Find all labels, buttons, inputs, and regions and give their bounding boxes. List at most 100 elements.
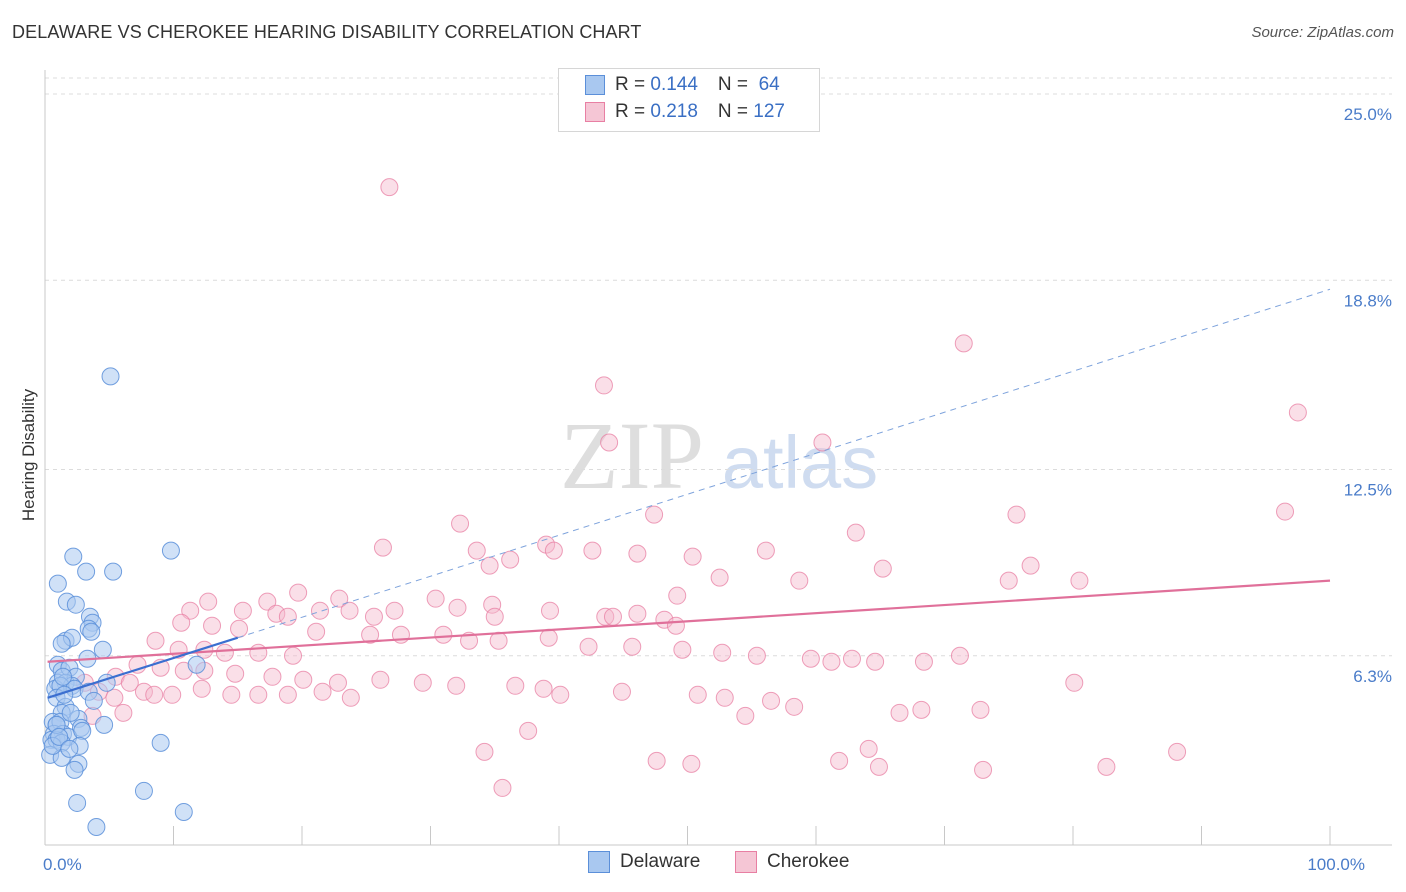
cherokee-point (842, 649, 861, 668)
cherokee-point (579, 637, 598, 656)
cherokee-point (467, 541, 486, 560)
cherokee-point (846, 523, 865, 542)
cherokee-point (1168, 742, 1187, 761)
cherokee-point (628, 604, 647, 623)
cherokee-point (249, 685, 268, 704)
delaware-point (50, 727, 69, 746)
y-axis-label: Hearing Disability (19, 388, 38, 521)
delaware-legend-swatch (588, 851, 610, 873)
delaware-point (151, 733, 170, 752)
delaware-point (66, 595, 85, 614)
delaware-point (93, 640, 112, 659)
cherokee-point (380, 178, 399, 197)
cherokee-point (688, 685, 707, 704)
cherokee-point (447, 676, 466, 695)
cherokee-point (623, 637, 642, 656)
cherokee-point (912, 700, 931, 719)
cherokee-point (434, 625, 453, 644)
cherokee-point (534, 679, 553, 698)
cherokee-point (146, 631, 165, 650)
delaware-point (101, 367, 120, 386)
cherokee-point (974, 760, 993, 779)
cherokee-n-value: 127 (753, 101, 785, 122)
cherokee-point (371, 670, 390, 689)
x-tick-label-0: 0.0% (43, 855, 82, 874)
cherokee-point (373, 538, 392, 557)
delaware-point (104, 562, 123, 581)
cherokee-point (551, 685, 570, 704)
legend-item-cherokee[interactable]: Cherokee (735, 851, 849, 873)
cherokee-point (294, 670, 313, 689)
cherokee-point (310, 601, 329, 620)
cherokee-point (199, 592, 218, 611)
cherokee-point (451, 514, 470, 533)
cherokee-point (448, 598, 467, 617)
cherokee-point (603, 607, 622, 626)
cherokee-point (541, 601, 560, 620)
cherokee-point (1007, 505, 1026, 524)
cherokee-r-value: 0.218 (650, 101, 698, 122)
cherokee-point (267, 604, 286, 623)
delaware-point (61, 703, 80, 722)
y-tick-label-0: 6.3% (1353, 667, 1392, 686)
cherokee-point (596, 607, 615, 626)
cherokee-point (1021, 556, 1040, 575)
cherokee-point (120, 673, 139, 692)
cherokee-point (713, 643, 732, 662)
stats-legend: R = 0.144 N = 64 R = 0.218 N = 127 (558, 68, 820, 132)
cherokee-point (258, 592, 277, 611)
delaware-point (68, 793, 87, 812)
legend-item-delaware[interactable]: Delaware (588, 851, 700, 873)
x-tick-label-1: 100.0% (1307, 855, 1365, 874)
y-tick-label-1: 12.5% (1344, 481, 1392, 500)
cherokee-point (222, 685, 241, 704)
cherokee-point (756, 541, 775, 560)
cherokee-point (145, 685, 164, 704)
delaware-point (187, 655, 206, 674)
cherokee-point (340, 601, 359, 620)
cherokee-point (628, 544, 647, 563)
cherokee-point (203, 616, 222, 635)
cherokee-point (385, 601, 404, 620)
delaware-trendline-extension (237, 288, 1331, 639)
cherokee-point (801, 649, 820, 668)
cherokee-point (914, 652, 933, 671)
cherokee-point (866, 652, 885, 671)
cherokee-point (869, 757, 888, 776)
cherokee-point (822, 652, 841, 671)
cherokee-point (195, 640, 214, 659)
cherokee-point (230, 619, 249, 638)
cherokee-point (747, 646, 766, 665)
cherokee-point (483, 595, 502, 614)
cherokee-point (519, 721, 538, 740)
cherokee-point (506, 676, 525, 695)
cherokee-point (278, 607, 297, 626)
cherokee-point (330, 589, 349, 608)
y-tick-label-2: 18.8% (1344, 291, 1392, 310)
cherokee-point (134, 682, 153, 701)
axes (44, 70, 1392, 846)
cherokee-point (673, 640, 692, 659)
y-tick-labels: 6.3% 12.5% 18.8% 25.0% (1344, 105, 1392, 686)
watermark-atlas: atlas (722, 421, 878, 504)
cherokee-point (313, 682, 332, 701)
delaware-swatch (585, 74, 605, 95)
cherokee-point (790, 571, 809, 590)
legend-row-delaware: R = 0.144 N = 64 (585, 74, 780, 100)
cherokee-point (785, 697, 804, 716)
cherokee-point (114, 703, 133, 722)
delaware-trendline (47, 636, 239, 699)
watermark-zip: ZIP (560, 402, 704, 509)
cherokee-point (233, 601, 252, 620)
delaware-point (87, 817, 106, 836)
cherokee-point (361, 625, 380, 644)
delaware-r-value: 0.144 (650, 74, 698, 95)
delaware-point (77, 562, 96, 581)
cherokee-point (263, 667, 282, 686)
cherokee-point (215, 643, 234, 662)
cherokee-point (683, 547, 702, 566)
cherokee-point (181, 601, 200, 620)
cherokee-point (426, 589, 445, 608)
delaware-n-value: 64 (753, 74, 780, 95)
